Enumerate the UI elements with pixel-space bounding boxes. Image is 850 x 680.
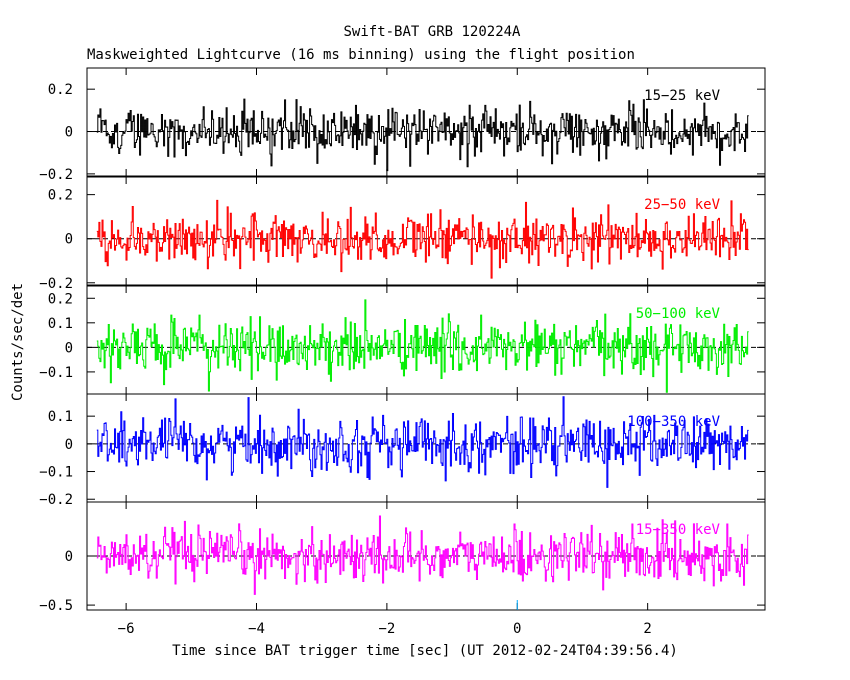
y-tick-label: 0.2 (48, 82, 73, 98)
x-tick-label: −4 (248, 621, 265, 637)
band-label-1: 15−25 keV (644, 88, 720, 104)
y-tick-label: 0.2 (48, 291, 73, 307)
x-tick-label: −6 (118, 621, 135, 637)
y-tick-label: 0 (65, 437, 73, 453)
y-tick-label: −0.2 (39, 167, 73, 183)
y-tick-label: −0.1 (39, 365, 73, 381)
band-label-5: 15−350 keV (636, 522, 721, 538)
chart-title: Swift-BAT GRB 120224A (343, 24, 521, 40)
series-line-1 (96, 98, 749, 172)
chart-subtitle: Maskweighted Lightcurve (16 ms binning) … (87, 47, 635, 63)
band-label-3: 50−100 keV (636, 306, 721, 322)
series-line-3 (96, 299, 749, 393)
panels-group: 0.2 0 −0.2 15−25 keV 0.2 0 −0.2 25−50 keV 0.2 0.1… (39, 67, 766, 637)
y-tick-label: −0.1 (39, 465, 73, 481)
y-tick-label: −0.5 (39, 598, 73, 614)
y-tick-label: 0.1 (48, 409, 73, 425)
x-tick-label: 2 (643, 621, 651, 637)
y-tick-label: −0.2 (39, 276, 73, 292)
x-tick-label: 0 (513, 621, 521, 637)
series-line-4 (96, 396, 749, 488)
band-label-2: 25−50 keV (644, 197, 720, 213)
band-label-4: 100−350 keV (627, 414, 720, 430)
y-tick-label: 0 (65, 549, 73, 565)
y-tick-label: 0 (65, 125, 73, 141)
panel-frame-2 (86, 176, 766, 286)
y-tick-label: 0.2 (48, 188, 73, 204)
panel-frame-1 (86, 67, 766, 177)
y-tick-label: 0 (65, 340, 73, 356)
y-tick-label: 0.1 (48, 316, 73, 332)
x-tick-label: −2 (378, 621, 395, 637)
series-line-5 (96, 515, 749, 595)
y-tick-label: −0.2 (39, 492, 73, 508)
y-axis-label: Counts/sec/det (10, 283, 26, 401)
series-line-2 (96, 199, 749, 279)
y-tick-label: 0 (65, 232, 73, 248)
x-axis-label: Time since BAT trigger time [sec] (UT 20… (172, 643, 678, 659)
